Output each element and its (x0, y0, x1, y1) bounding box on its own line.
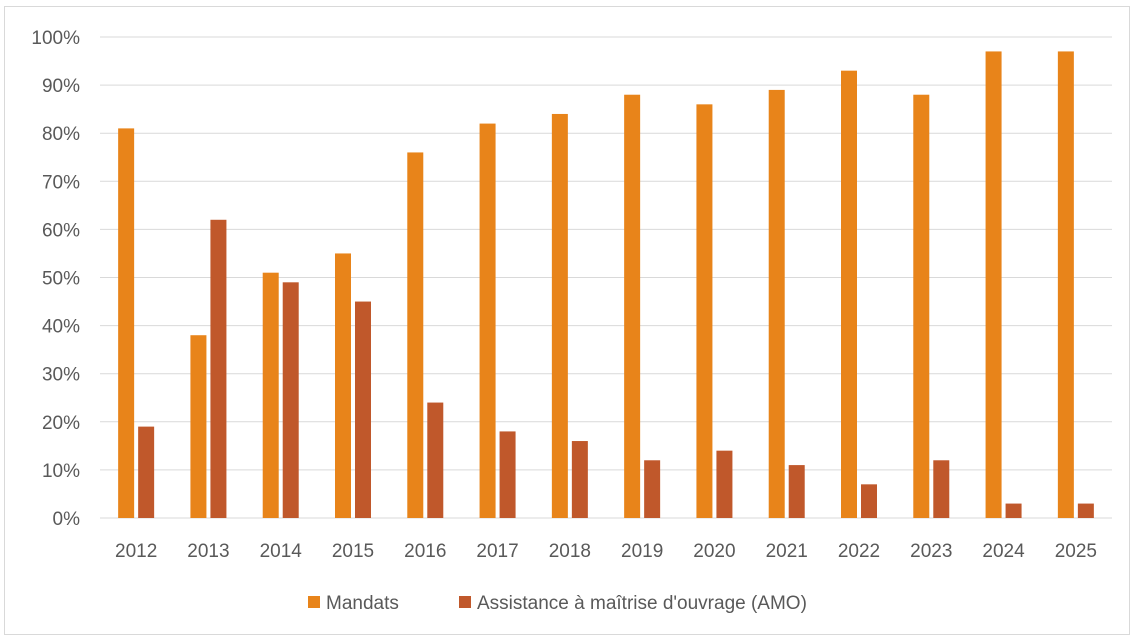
x-tick-label: 2017 (476, 541, 518, 562)
bar-amo-2021 (788, 465, 805, 518)
bar-amo-2018 (571, 441, 588, 518)
y-tick-label: 70% (42, 172, 80, 193)
bar-amo-2017 (499, 431, 516, 518)
bar-amo-2013 (210, 219, 227, 518)
bar-mandats-2016 (407, 152, 424, 518)
x-tick-label: 2024 (982, 541, 1025, 562)
bar-mandats-2019 (624, 94, 641, 518)
bar-amo-2019 (644, 460, 661, 518)
x-tick-label: 2016 (404, 541, 446, 562)
legend: Mandats Assistance à maîtrise d'ouvrage (… (308, 593, 807, 614)
bar-mandats-2021 (768, 89, 785, 518)
y-tick-label: 40% (42, 317, 80, 338)
x-tick-label: 2023 (910, 541, 952, 562)
x-tick-label: 2025 (1055, 541, 1097, 562)
bars (118, 51, 1094, 519)
x-tick-label: 2022 (838, 541, 880, 562)
x-tick-label: 2012 (115, 541, 157, 562)
legend-label: Mandats (326, 593, 399, 614)
bar-amo-2014 (282, 282, 299, 518)
bar-amo-2025 (1077, 503, 1094, 518)
bar-mandats-2014 (262, 272, 279, 518)
bar-mandats-2013 (190, 335, 207, 518)
bar-amo-2022 (861, 484, 877, 518)
x-tick-label: 2013 (187, 541, 229, 562)
x-tick-label: 2015 (332, 541, 374, 562)
gridlines (100, 36, 1112, 519)
bar-amo-2023 (933, 460, 950, 518)
bar-mandats-2017 (479, 123, 496, 518)
y-tick-label: 20% (42, 413, 80, 434)
x-tick-label: 2014 (260, 541, 303, 562)
y-axis: 0% 10% 20% 30% 40% 50% 60% 70% 80% 90% 100% (31, 28, 80, 530)
legend-swatch (308, 596, 320, 608)
y-tick-label: 30% (42, 365, 80, 386)
legend-label: Assistance à maîtrise d'ouvrage (AMO) (477, 593, 807, 614)
bar-mandats-2012 (118, 128, 135, 518)
bar-mandats-2024 (985, 51, 1002, 519)
bar-mandats-2023 (913, 94, 930, 518)
y-tick-label: 60% (42, 220, 80, 241)
y-tick-label: 0% (53, 509, 81, 530)
x-tick-label: 2020 (693, 541, 735, 562)
x-tick-label: 2019 (621, 541, 663, 562)
bar-amo-2020 (716, 450, 733, 518)
y-tick-label: 50% (42, 269, 80, 290)
legend-swatch (459, 596, 471, 608)
bar-mandats-2020 (696, 104, 713, 518)
bar-amo-2016 (427, 402, 444, 518)
x-tick-label: 2021 (766, 541, 808, 562)
y-tick-label: 10% (42, 461, 80, 482)
bar-mandats-2018 (551, 113, 568, 519)
y-tick-label: 80% (42, 124, 80, 145)
bar-mandats-2022 (841, 70, 857, 519)
y-tick-label: 100% (31, 28, 80, 49)
bar-mandats-2015 (335, 253, 351, 518)
y-tick-label: 90% (42, 76, 80, 97)
x-tick-label: 2018 (549, 541, 591, 562)
bar-mandats-2025 (1057, 51, 1074, 519)
bar-amo-2024 (1005, 503, 1022, 518)
x-axis: 2012 2013 2014 2015 2016 2017 2018 2019 2020 2021… (115, 541, 1097, 562)
bar-amo-2012 (138, 426, 155, 518)
bar-amo-2015 (355, 301, 371, 518)
